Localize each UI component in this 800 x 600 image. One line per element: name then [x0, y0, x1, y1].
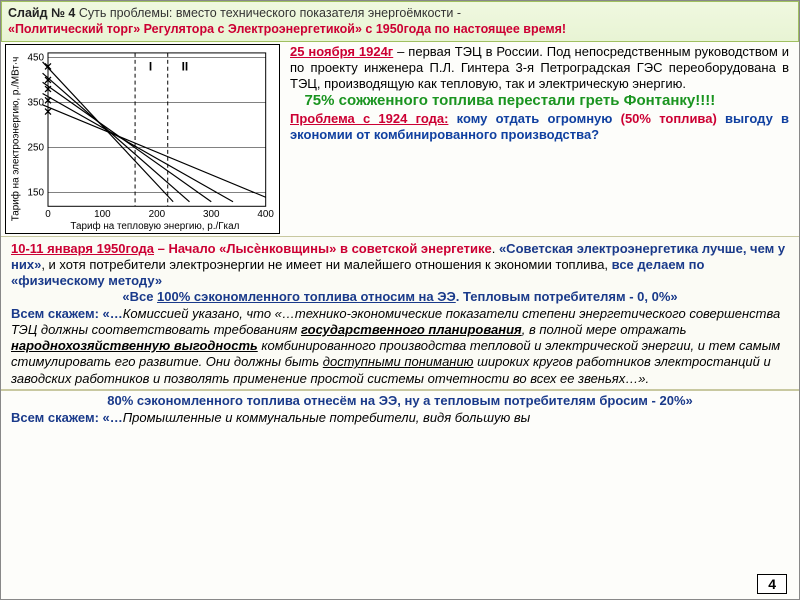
- tariff-chart: Тариф на электроэнергию, р./МВт·ч I II 0…: [5, 44, 280, 234]
- say2: Всем скажем: «…: [11, 410, 123, 425]
- m4-pre: «Все: [122, 289, 157, 304]
- m4-u: 100% сэкономленного топлива относим на Э…: [157, 289, 456, 304]
- problem-line: Проблема с 1924 года: кому отдать огромн…: [290, 111, 789, 144]
- m-dot: .: [492, 241, 496, 256]
- m4-post: . Тепловым потребителям - 0, 0%»: [456, 289, 678, 304]
- top-section: Тариф на электроэнергию, р./МВт·ч I II 0…: [1, 42, 799, 236]
- date-1950: 10-11 января 1950года: [11, 241, 154, 256]
- nhv: народнохозяйственную выгодность: [11, 338, 258, 353]
- main-p1: 10-11 января 1950года – Начало «Лысѐнков…: [11, 241, 789, 290]
- main-center: «Все 100% сэкономленного топлива относим…: [11, 289, 789, 305]
- m1: – Начало «Лысѐнковщины» в советской энер…: [154, 241, 492, 256]
- dost: доступными пониманию: [323, 354, 474, 369]
- page-number-badge: 4: [757, 574, 787, 594]
- b2-ital: Промышленные и коммунальные потребители,…: [123, 410, 530, 425]
- bottom-say: Всем скажем: «…Промышленные и коммунальн…: [11, 410, 789, 427]
- svg-text:250: 250: [28, 142, 45, 153]
- svg-text:400: 400: [257, 209, 274, 220]
- green-line: 75% сожженного топлива перестали греть Ф…: [290, 92, 789, 111]
- say-label: Всем скажем: «…: [11, 306, 123, 321]
- svg-text:I: I: [149, 59, 152, 73]
- bottom-center: 80% сэкономленного топлива отнесём на ЭЭ…: [11, 393, 789, 410]
- b1-post: ну а тепловым потребителям бросим - 20%»: [401, 393, 693, 408]
- svg-text:100: 100: [94, 209, 111, 220]
- problem-label: Проблема с 1924 года:: [290, 111, 448, 126]
- paragraph-1: 25 ноября 1924г – первая ТЭЦ в России. П…: [290, 44, 789, 93]
- slide-number-label: Слайд № 4: [8, 6, 75, 20]
- svg-text:200: 200: [149, 209, 166, 220]
- header-line1: Слайд № 4 Суть проблемы: вместо техничес…: [8, 5, 792, 21]
- crop-overflow: [1, 595, 799, 599]
- svg-text:0: 0: [45, 209, 51, 220]
- date-1924: 25 ноября 1924г: [290, 44, 393, 59]
- m2b: , и хотя потребители электроэнергии не и…: [41, 257, 608, 272]
- top-text: 25 ноября 1924г – первая ТЭЦ в России. П…: [280, 44, 795, 234]
- svg-text:150: 150: [28, 187, 45, 198]
- svg-text:II: II: [182, 59, 189, 73]
- ital2: , в полной мере отражать: [522, 322, 687, 337]
- problem-blue1: кому отдать огромную: [448, 111, 612, 126]
- header-rest: Суть проблемы: вместо технического показ…: [75, 6, 461, 20]
- problem-red: (50% топлива): [621, 111, 717, 126]
- green-pct: 75%: [304, 92, 334, 109]
- bottom-block: 80% сэкономленного топлива отнесём на ЭЭ…: [1, 390, 799, 429]
- header-line2: «Политический торг» Регулятора с Электро…: [8, 21, 792, 37]
- chart-svg: Тариф на электроэнергию, р./МВт·ч I II 0…: [6, 45, 279, 233]
- x-axis-label: Тариф на тепловую энергию, р./Гкал: [70, 221, 239, 232]
- svg-text:450: 450: [28, 52, 45, 63]
- main-block: 10-11 января 1950года – Начало «Лысѐнков…: [1, 236, 799, 390]
- slide-header: Слайд № 4 Суть проблемы: вместо техничес…: [1, 1, 799, 42]
- gov: государственного планирования: [301, 322, 522, 337]
- svg-text:300: 300: [203, 209, 220, 220]
- y-axis-label: Тариф на электроэнергию, р./МВт·ч: [10, 56, 21, 221]
- b1-pre: 80% сэкономленного топлива отнесём на ЭЭ…: [107, 393, 401, 408]
- main-say: Всем скажем: «…Комиссией указано, что «……: [11, 306, 789, 387]
- green-rest: сожженного топлива перестали греть Фонта…: [334, 92, 715, 109]
- svg-text:350: 350: [28, 97, 45, 108]
